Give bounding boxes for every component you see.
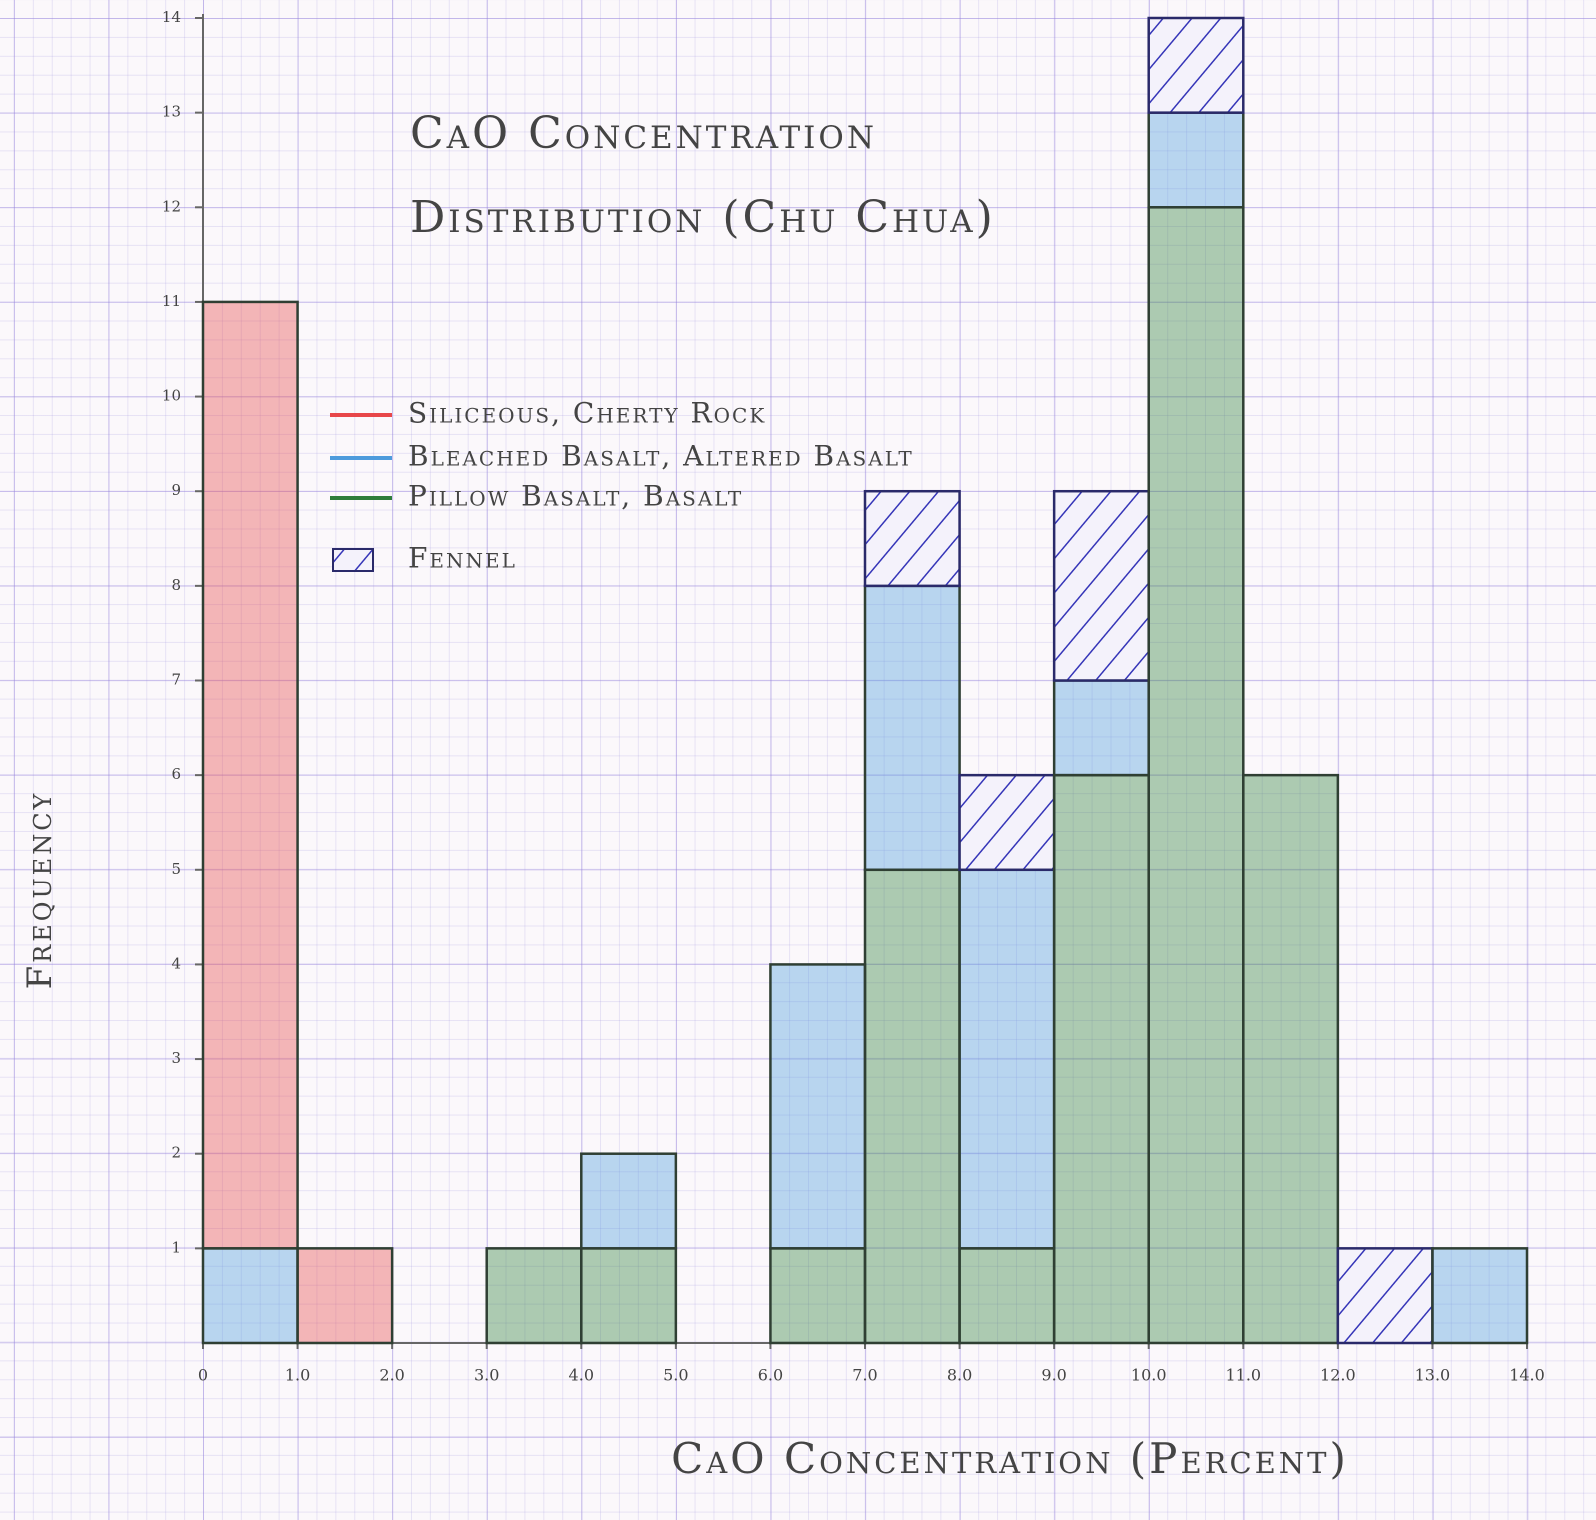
bar [958, 1247, 1056, 1345]
bar [1242, 773, 1340, 1345]
x-tick-label: 7.0 [852, 1366, 877, 1385]
bar [1052, 773, 1150, 1345]
bar [580, 1247, 678, 1345]
bar [958, 868, 1056, 1250]
x-tick-label: 8.0 [947, 1366, 972, 1385]
y-tick-label: 7 [171, 671, 181, 689]
y-tick-label: 10 [162, 387, 181, 405]
x-axis-label: CaO Concentration (Percent) [671, 1434, 1349, 1483]
bar [1052, 679, 1150, 777]
bar [580, 1152, 678, 1250]
legend-label: Siliceous, Cherty Rock [408, 397, 766, 430]
bar [1147, 206, 1245, 1345]
legend-label: Fennel [408, 542, 517, 575]
legend-label: Bleached Basalt, Altered Basalt [408, 440, 914, 473]
legend-swatch [332, 548, 374, 572]
x-tick-label: 13.0 [1415, 1366, 1451, 1385]
y-tick-label: 1 [171, 1238, 181, 1256]
y-tick-label: 2 [171, 1144, 181, 1162]
bar [1147, 16, 1245, 114]
y-tick-label: 5 [171, 860, 181, 878]
x-tick-label: 6.0 [758, 1366, 783, 1385]
x-tick-label: 2.0 [379, 1366, 404, 1385]
legend-label: Pillow Basalt, Basalt [408, 480, 743, 513]
bar [485, 1247, 583, 1345]
x-tick-label: 5.0 [663, 1366, 688, 1385]
bar [1336, 1247, 1434, 1345]
y-tick-label: 12 [162, 197, 181, 215]
x-tick-label: 4.0 [569, 1366, 594, 1385]
bar [201, 300, 299, 1250]
bar [296, 1247, 394, 1345]
bar [769, 1247, 867, 1345]
bar [201, 1247, 299, 1345]
bar [863, 489, 961, 588]
bar [863, 868, 961, 1345]
x-tick-label: 1.0 [285, 1366, 310, 1385]
x-tick-label: 12.0 [1320, 1366, 1356, 1385]
y-tick-label: 14 [162, 8, 181, 26]
bar [1431, 1247, 1529, 1345]
bar [958, 773, 1056, 872]
y-tick-label: 13 [162, 103, 181, 121]
y-tick-label: 11 [162, 292, 181, 310]
bar [1052, 489, 1150, 682]
bar [769, 963, 867, 1250]
y-tick-label: 4 [171, 954, 181, 972]
y-axis-label: Frequency [20, 791, 60, 990]
bar [863, 584, 961, 872]
y-tick-label: 3 [171, 1049, 181, 1067]
y-tick-label: 8 [171, 576, 181, 594]
x-tick-label: 3.0 [474, 1366, 499, 1385]
y-tick-label: 6 [171, 765, 181, 783]
x-tick-label: 10.0 [1131, 1366, 1167, 1385]
x-tick-label: 0 [198, 1366, 208, 1385]
x-tick-label: 11.0 [1225, 1366, 1261, 1385]
x-tick-label: 14.0 [1509, 1366, 1545, 1385]
bar [1147, 111, 1245, 209]
chart-title: CaO Concentration Distribution (Chu Chua… [410, 108, 996, 243]
y-tick-label: 9 [171, 481, 181, 499]
x-tick-label: 9.0 [1041, 1366, 1066, 1385]
